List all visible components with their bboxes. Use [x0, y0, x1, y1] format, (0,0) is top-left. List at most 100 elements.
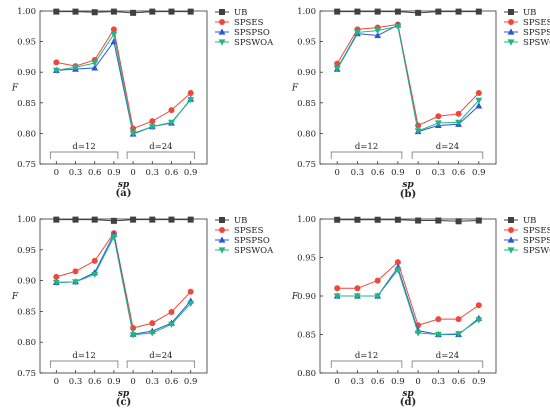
data-point-spswoa	[354, 29, 361, 37]
x-tick-label: 0	[130, 377, 135, 387]
group-label: d=12	[355, 142, 378, 152]
group-label: d=12	[72, 142, 95, 152]
group-label: d=12	[355, 351, 378, 361]
data-point-spses	[475, 302, 482, 309]
data-point-ub	[53, 216, 60, 223]
y-tick-label: 0.90	[17, 277, 36, 287]
legend-entry: SPSES	[523, 18, 550, 28]
chart-panel-2: 0.750.800.850.900.951.000 0.3 0.6 0.9 0 0.3 0.…	[291, 7, 550, 200]
series-line-ub	[56, 11, 191, 14]
x-tick-label: 0.6	[165, 377, 179, 387]
x-tick-label: 0	[334, 168, 339, 178]
data-point-spses	[53, 59, 60, 66]
x-tick-label: 0.3	[146, 377, 160, 387]
data-point-spspso	[475, 102, 483, 109]
data-point-ub	[53, 8, 60, 15]
data-point-ub	[91, 9, 98, 16]
data-point-ub	[91, 216, 98, 223]
data-point-spswoa	[374, 27, 382, 35]
panel-caption: (b)	[400, 189, 416, 200]
x-axis-label: sp	[118, 389, 130, 399]
x-tick-label: 0.3	[432, 377, 446, 387]
data-point-spswoa	[455, 331, 462, 338]
data-point-ub	[475, 217, 482, 224]
y-tick-label: 0.95	[297, 38, 316, 48]
x-tick-label: 0.9	[472, 168, 486, 178]
x-tick-label: 0.6	[165, 168, 179, 178]
y-tick-label: 0.80	[297, 129, 316, 139]
data-point-spswoa	[187, 300, 195, 307]
x-tick-label: 0.9	[184, 168, 198, 178]
x-tick-label: 0.9	[391, 168, 405, 178]
y-tick-label: 0.85	[17, 307, 36, 317]
data-point-spses	[187, 90, 194, 97]
y-axis-label: F	[11, 292, 19, 302]
data-point-spswoa	[168, 321, 175, 328]
group-label: d=24	[436, 351, 459, 361]
legend-marker	[218, 39, 226, 46]
y-tick-label: 1.00	[17, 215, 36, 225]
series-line-spswoa	[56, 235, 192, 336]
x-tick-label: 0.6	[452, 377, 466, 387]
legend-marker	[507, 236, 515, 243]
panel-caption: (d)	[400, 397, 416, 408]
data-point-ub	[187, 216, 194, 223]
data-point-ub	[374, 8, 381, 15]
legend-marker	[508, 227, 514, 233]
data-point-spswoa	[72, 279, 79, 286]
legend-marker	[508, 19, 514, 25]
data-point-ub	[354, 216, 361, 223]
y-tick-label: 0.90	[297, 292, 316, 302]
group-bracket	[49, 151, 119, 159]
data-point-spswoa	[455, 119, 462, 126]
group-bracket	[126, 151, 196, 159]
y-tick-label: 0.75	[17, 369, 36, 379]
group-label: d=24	[149, 351, 172, 361]
data-point-spswoa	[414, 330, 422, 337]
plot-frame	[319, 10, 497, 165]
legend-entry: SPSWOA	[234, 38, 274, 48]
data-point-spswoa	[168, 119, 175, 126]
data-point-spswoa	[148, 124, 156, 131]
legend-marker	[507, 28, 515, 35]
data-point-spswoa	[333, 293, 341, 300]
y-tick-label: 0.85	[17, 99, 36, 109]
legend-marker	[508, 9, 514, 15]
plot-frame	[39, 218, 208, 374]
data-point-spswoa	[475, 97, 483, 104]
x-axis-label: sp	[402, 180, 414, 190]
y-axis-label: F	[291, 84, 299, 94]
legend-entry: SPSPSO	[234, 28, 270, 38]
data-point-spswoa	[52, 279, 60, 287]
data-point-spswoa	[374, 293, 382, 300]
legend-entry: SPSES	[234, 226, 264, 236]
y-tick-label: 0.95	[297, 254, 316, 264]
chart-panel-4: 0.800.850.900.951.000 0.3 0.6 0.9 0 0.3 0.6 0.9…	[291, 215, 550, 408]
data-point-spses	[334, 285, 341, 292]
series-line-ub	[337, 219, 479, 222]
data-point-ub	[130, 216, 137, 223]
legend-marker	[219, 227, 225, 233]
group-bracket	[126, 360, 196, 368]
group-label: d=24	[149, 142, 172, 152]
x-tick-label: 0.3	[146, 168, 160, 178]
data-point-ub	[110, 8, 117, 15]
y-tick-label: 0.80	[17, 338, 36, 348]
y-tick-label: 1.00	[17, 7, 36, 17]
legend-entry: SPSES	[523, 226, 550, 236]
data-point-spses	[187, 288, 194, 295]
data-point-spses	[435, 316, 442, 323]
x-tick-label: 0.6	[88, 377, 102, 387]
group-bracket	[411, 360, 484, 368]
data-point-spswoa	[72, 64, 79, 71]
x-tick-label: 0.6	[452, 168, 466, 178]
legend-entry: UB	[234, 216, 247, 226]
data-point-spswoa	[110, 31, 118, 38]
data-point-spswoa	[394, 267, 402, 274]
data-point-spswoa	[129, 130, 137, 137]
x-tick-label: 0.6	[88, 168, 102, 178]
data-point-spses	[110, 26, 117, 33]
y-axis-label: F	[291, 292, 299, 302]
legend-entry: SPSWOA	[234, 246, 274, 256]
data-point-spses	[354, 285, 361, 292]
